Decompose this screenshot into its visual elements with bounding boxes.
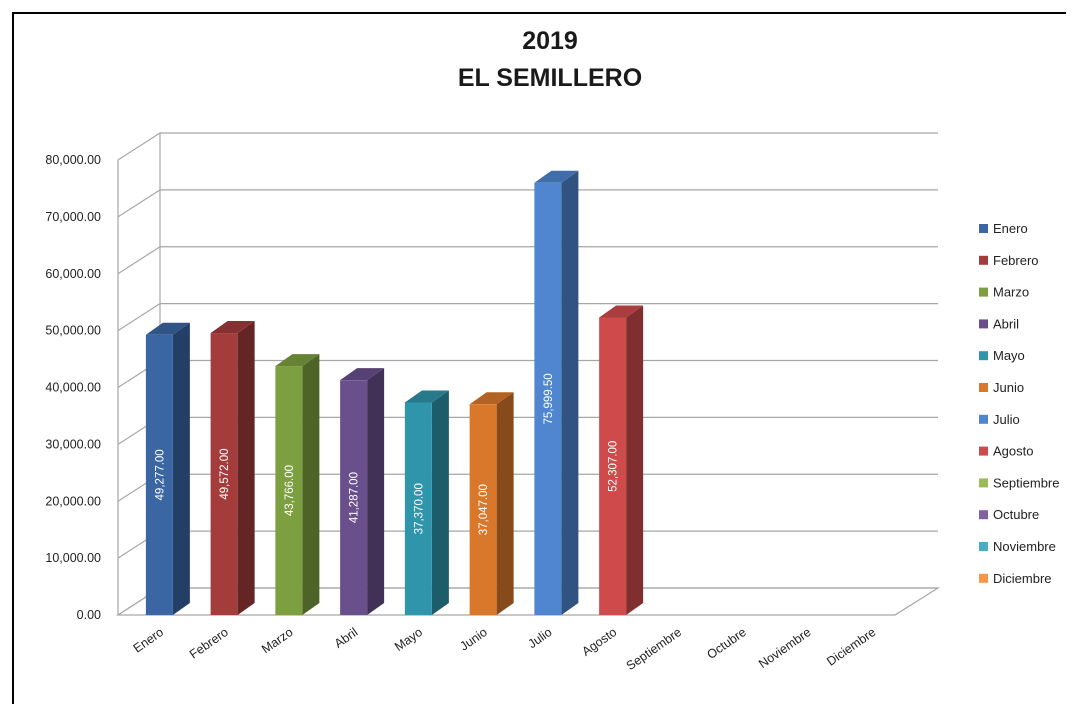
legend-entry: Agosto [993,444,1033,459]
legend-swatch [979,415,988,424]
bar-side [367,368,384,615]
x-tick-label: Diciembre [824,625,878,669]
bar-side [173,323,190,615]
legend-swatch [979,478,988,487]
bar-value-label: 49,277.00 [154,449,166,500]
legend-swatch [979,224,988,233]
bar-value-label: 43,766.00 [284,465,296,516]
x-tick-label: Noviembre [756,625,814,671]
y-tick-label: 70,000.00 [45,210,101,224]
y-tick-label: 10,000.00 [45,551,101,565]
legend-entry: Abril [993,316,1019,331]
legend-swatch [979,574,988,583]
legend-swatch [979,542,988,551]
y-tick-label: 80,000.00 [45,153,101,167]
legend-entry: Marzo [993,285,1029,300]
x-tick-label: Junio [457,625,490,654]
legend-entry: Enero [993,221,1028,236]
bar-value-label: 52,307.00 [608,441,620,492]
bar-side [238,321,255,615]
legend-entry: Octubre [993,507,1039,522]
x-tick-label: Agosto [579,625,619,659]
legend-entry: Noviembre [993,539,1056,554]
x-tick-label: Mayo [392,625,425,654]
gridline-depth [118,190,160,217]
gridline-depth [118,247,160,274]
bar-side [626,306,643,615]
bar-side [302,354,319,615]
bar-side [561,171,578,615]
x-tick-label: Septiembre [624,625,684,673]
legend-swatch [979,351,988,360]
bar-value-label: 49,572.00 [219,448,231,499]
bar-value-label: 37,047.00 [478,484,490,535]
x-tick-label: Abril [332,625,361,651]
legend-entry: Febrero [993,253,1039,268]
legend-swatch [979,319,988,328]
legend-entry: Septiembre [993,475,1059,490]
legend-swatch [979,510,988,519]
legend-entry: Diciembre [993,571,1052,586]
bar-side [432,390,449,615]
legend-entry: Julio [993,412,1020,427]
y-tick-label: 20,000.00 [45,494,101,508]
gridline-depth [118,304,160,331]
legend-swatch [979,447,988,456]
gridline-depth [118,133,160,160]
legend-swatch [979,288,988,297]
bar-value-label: 41,287.00 [349,472,361,523]
y-tick-label: 50,000.00 [45,324,101,338]
legend-entry: Mayo [993,348,1025,363]
x-tick-label: Octubre [704,625,748,662]
y-tick-label: 0.00 [77,608,101,622]
y-tick-label: 60,000.00 [45,267,101,281]
y-tick-label: 40,000.00 [45,381,101,395]
x-tick-label: Febrero [187,625,231,662]
legend-swatch [979,383,988,392]
y-tick-label: 30,000.00 [45,437,101,451]
x-tick-label: Julio [525,625,554,651]
legend-entry: Junio [993,380,1024,395]
bar-value-label: 75,999.50 [543,373,555,424]
bar-side [497,392,514,615]
x-tick-label: Marzo [259,625,296,656]
legend-swatch [979,256,988,265]
x-tick-label: Enero [131,625,166,656]
bar-value-label: 37,370.00 [413,483,425,534]
